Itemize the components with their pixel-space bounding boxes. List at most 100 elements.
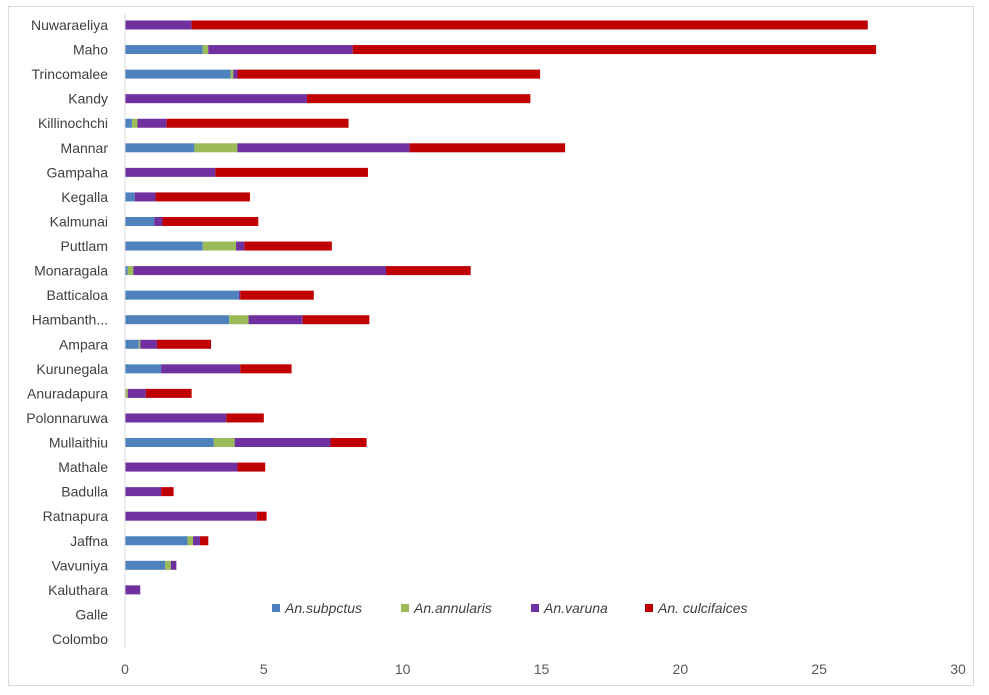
bar-23-series-2: [125, 585, 141, 595]
category-label: Kegalla: [61, 189, 108, 205]
x-tick-label: 15: [534, 661, 550, 677]
legend-swatch: [272, 604, 280, 612]
bar-17-series-3: [330, 438, 367, 448]
legend-label: An.varuna: [543, 600, 608, 616]
x-tick-label: 5: [260, 661, 268, 677]
bar-3-series-2: [125, 94, 307, 104]
bar-4-series-1: [131, 118, 138, 128]
bar-12-series-3: [302, 315, 370, 325]
bar-14-series-0: [125, 364, 162, 374]
category-label: Ampara: [59, 336, 108, 352]
category-label: Hambanth...: [32, 312, 108, 328]
bar-10-series-0: [125, 266, 128, 276]
bar-20-series-2: [125, 511, 257, 521]
category-label: Puttlam: [61, 238, 108, 254]
legend-label: An.annularis: [413, 600, 492, 616]
bar-8-series-2: [154, 216, 163, 226]
legend-label: An.subpctus: [284, 600, 362, 616]
bar-16-series-3: [226, 413, 264, 423]
category-label: Kandy: [68, 91, 108, 107]
category-label: Gampaha: [47, 164, 109, 180]
bar-13-series-2: [140, 339, 157, 349]
bar-5-series-2: [237, 143, 410, 153]
category-label: Trincomalee: [31, 66, 108, 82]
category-label: Kurunegala: [36, 361, 108, 377]
bar-18-series-3: [237, 462, 266, 472]
bar-0-series-2: [125, 20, 192, 30]
bars-layer: [125, 20, 877, 595]
category-label: Galle: [75, 606, 108, 622]
bar-11-series-3: [240, 290, 314, 300]
bar-15-series-3: [145, 388, 192, 398]
bar-5-series-0: [125, 143, 195, 153]
bar-22-series-2: [170, 560, 177, 570]
category-label: Ratnapura: [43, 508, 109, 524]
legend-swatch: [645, 604, 653, 612]
bar-2-series-2: [233, 69, 238, 79]
bar-9-series-0: [125, 241, 203, 251]
bar-10-series-3: [386, 266, 471, 276]
bar-21-series-1: [187, 536, 194, 546]
bar-16-series-2: [125, 413, 227, 423]
bar-1-series-2: [208, 45, 353, 55]
bar-13-series-1: [138, 339, 141, 349]
bar-0-series-3: [191, 20, 868, 30]
bar-11-series-2: [238, 290, 241, 300]
x-tick-label: 25: [811, 661, 827, 677]
bar-19-series-3: [161, 487, 174, 497]
bar-21-series-2: [193, 536, 200, 546]
bar-5-series-3: [409, 143, 566, 153]
bar-2-series-3: [237, 69, 541, 79]
category-label: Killinochchi: [38, 115, 108, 131]
x-tick-label: 30: [950, 661, 966, 677]
category-label: Batticaloa: [47, 287, 109, 303]
x-tick-label: 0: [121, 661, 129, 677]
legend-swatch: [401, 604, 409, 612]
legend-label: An. culcifaices: [657, 600, 747, 616]
x-tick-label: 20: [673, 661, 689, 677]
bar-15-series-1: [125, 388, 128, 398]
bar-9-series-3: [244, 241, 332, 251]
bar-7-series-2: [134, 192, 156, 202]
category-label: Jaffna: [70, 533, 108, 549]
bar-17-series-2: [234, 438, 331, 448]
category-label: Monaragala: [34, 263, 108, 279]
bar-20-series-3: [256, 511, 267, 521]
bar-7-series-0: [125, 192, 135, 202]
bar-19-series-2: [125, 487, 162, 497]
bar-14-series-2: [161, 364, 241, 374]
category-label: Mathale: [58, 459, 108, 475]
bar-12-series-2: [248, 315, 303, 325]
bar-7-series-3: [155, 192, 250, 202]
bar-11-series-0: [125, 290, 239, 300]
bar-10-series-1: [127, 266, 134, 276]
category-label: Nuwaraeliya: [31, 17, 108, 33]
bar-21-series-3: [199, 536, 209, 546]
bar-17-series-1: [213, 438, 235, 448]
bar-15-series-2: [127, 388, 146, 398]
x-tick-label: 10: [395, 661, 411, 677]
category-label: Polonnaruwa: [26, 410, 108, 426]
bar-9-series-1: [202, 241, 237, 251]
bar-8-series-0: [125, 216, 155, 226]
bar-1-series-1: [202, 45, 209, 55]
legend-swatch: [531, 604, 539, 612]
bar-12-series-1: [229, 315, 249, 325]
bar-1-series-0: [125, 45, 203, 55]
bar-22-series-1: [165, 560, 171, 570]
bar-3-series-3: [306, 94, 531, 104]
bar-4-series-2: [137, 118, 167, 128]
bar-13-series-3: [156, 339, 212, 349]
category-labels: Nuwaraeliya Maho Trincomalee Kandy Killinoch…: [26, 17, 108, 647]
bar-13-series-0: [125, 339, 139, 349]
category-label: Maho: [73, 42, 108, 58]
bar-4-series-0: [125, 118, 132, 128]
bar-1-series-3: [352, 45, 877, 55]
bar-9-series-2: [236, 241, 245, 251]
bar-12-series-0: [125, 315, 230, 325]
category-label: Mullaithiu: [49, 435, 108, 451]
bar-2-series-1: [230, 69, 234, 79]
bar-2-series-0: [125, 69, 231, 79]
bar-17-series-0: [125, 438, 214, 448]
